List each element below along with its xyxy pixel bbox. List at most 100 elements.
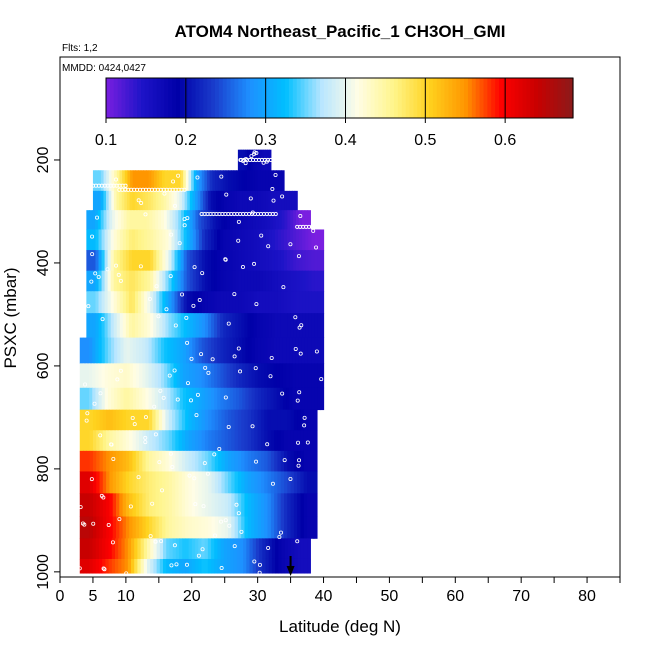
- heatmap-cell: [148, 387, 153, 411]
- colorbar-swatch: [152, 78, 158, 118]
- heatmap-cell: [274, 270, 279, 292]
- heatmap-cell: [261, 387, 265, 411]
- heatmap-cell: [79, 409, 84, 431]
- heatmap-cell: [83, 516, 87, 539]
- heatmap-cell: [132, 409, 137, 431]
- heatmap-cell: [98, 250, 103, 272]
- heatmap-cell: [195, 250, 200, 272]
- heatmap-cell: [226, 291, 230, 314]
- heatmap-cell: [290, 430, 295, 452]
- heatmap-cell: [215, 170, 219, 192]
- heatmap-cell: [296, 270, 300, 292]
- heatmap-cell: [172, 450, 176, 472]
- heatmap-cell: [207, 229, 212, 251]
- heatmap-cell: [216, 190, 220, 211]
- heatmap-cell: [135, 450, 140, 472]
- sample-point: [296, 254, 301, 259]
- heatmap-cell: [174, 313, 179, 338]
- heatmap-cell: [214, 538, 219, 560]
- heatmap-cell: [231, 430, 236, 452]
- heatmap-cell: [116, 450, 120, 472]
- heatmap-cell: [153, 229, 157, 251]
- heatmap-cell: [302, 250, 306, 272]
- heatmap-cell: [142, 387, 146, 411]
- sample-point: [226, 424, 231, 429]
- heatmap-cell: [141, 250, 145, 272]
- heatmap-cell: [304, 387, 309, 411]
- heatmap-cell: [279, 337, 284, 364]
- heatmap-cell: [314, 291, 319, 314]
- heatmap-cell: [220, 170, 224, 192]
- heatmap-cell: [304, 210, 309, 230]
- heatmap-cell: [217, 170, 221, 192]
- heatmap-cell: [86, 430, 91, 452]
- heatmap-cell: [301, 337, 306, 364]
- heatmap-cell: [79, 387, 84, 411]
- heatmap-cell: [301, 387, 306, 411]
- heatmap-cell: [122, 430, 127, 452]
- heatmap-cell: [204, 538, 209, 560]
- heatmap-cell: [106, 210, 110, 230]
- heatmap-cell: [96, 493, 101, 517]
- heatmap-cell: [253, 313, 258, 338]
- heatmap-cell: [254, 337, 259, 364]
- colorbar-swatch: [397, 78, 403, 118]
- heatmap-cell: [92, 170, 97, 192]
- heatmap-cell: [297, 471, 302, 494]
- heatmap-cell: [293, 516, 298, 539]
- heatmap-cell: [226, 190, 230, 211]
- heatmap-cell: [195, 450, 199, 472]
- heatmap-cell: [297, 450, 302, 472]
- sample-point: [148, 534, 153, 539]
- heatmap-cell: [101, 291, 106, 314]
- colorbar-swatch: [417, 78, 422, 118]
- sample-point: [117, 517, 122, 522]
- heatmap-cell: [188, 538, 193, 560]
- heatmap-cell: [182, 387, 187, 411]
- heatmap-cell: [181, 493, 186, 517]
- heatmap-cell: [95, 363, 100, 389]
- heatmap-cell: [218, 430, 223, 452]
- colorbar-swatch: [234, 78, 239, 118]
- heatmap-cell: [223, 313, 227, 338]
- heatmap-cell: [178, 430, 183, 452]
- heatmap-cell: [292, 337, 297, 364]
- heatmap-cell: [172, 516, 176, 539]
- heatmap-cell: [243, 538, 247, 560]
- heatmap-cell: [164, 363, 168, 389]
- heatmap-cell: [294, 558, 299, 574]
- heatmap-cell: [101, 229, 106, 251]
- sample-point: [296, 440, 301, 445]
- heatmap-cell: [96, 430, 101, 452]
- heatmap-cell: [182, 558, 187, 574]
- heatmap-cell: [182, 363, 187, 389]
- heatmap-cell: [113, 250, 118, 272]
- heatmap-cell: [179, 538, 183, 560]
- heatmap-cell: [110, 229, 115, 251]
- heatmap-cell: [267, 450, 272, 472]
- colorbar-swatch: [242, 78, 247, 118]
- sample-point: [167, 373, 172, 378]
- heatmap-cell: [250, 270, 255, 292]
- heatmap-cell: [89, 337, 93, 364]
- heatmap-cell: [132, 471, 137, 494]
- heatmap-cell: [214, 337, 218, 364]
- sample-point: [236, 238, 241, 243]
- heatmap-cell: [286, 190, 290, 211]
- heatmap-cell: [270, 190, 275, 211]
- heatmap-cell: [161, 337, 165, 364]
- heatmap-cell: [123, 210, 128, 230]
- heatmap-cell: [238, 229, 243, 251]
- sample-point: [192, 476, 197, 481]
- sample-point: [232, 354, 237, 359]
- heatmap-cell: [257, 430, 262, 452]
- heatmap-cell: [110, 291, 115, 314]
- heatmap-cell: [179, 558, 183, 574]
- heatmap-cell: [153, 538, 158, 560]
- sample-point: [96, 274, 101, 279]
- heatmap-cell: [101, 250, 106, 272]
- heatmap-cell: [207, 313, 212, 338]
- heatmap-cell: [204, 387, 209, 411]
- heatmap-cell: [167, 337, 171, 364]
- heatmap-cell: [145, 190, 149, 211]
